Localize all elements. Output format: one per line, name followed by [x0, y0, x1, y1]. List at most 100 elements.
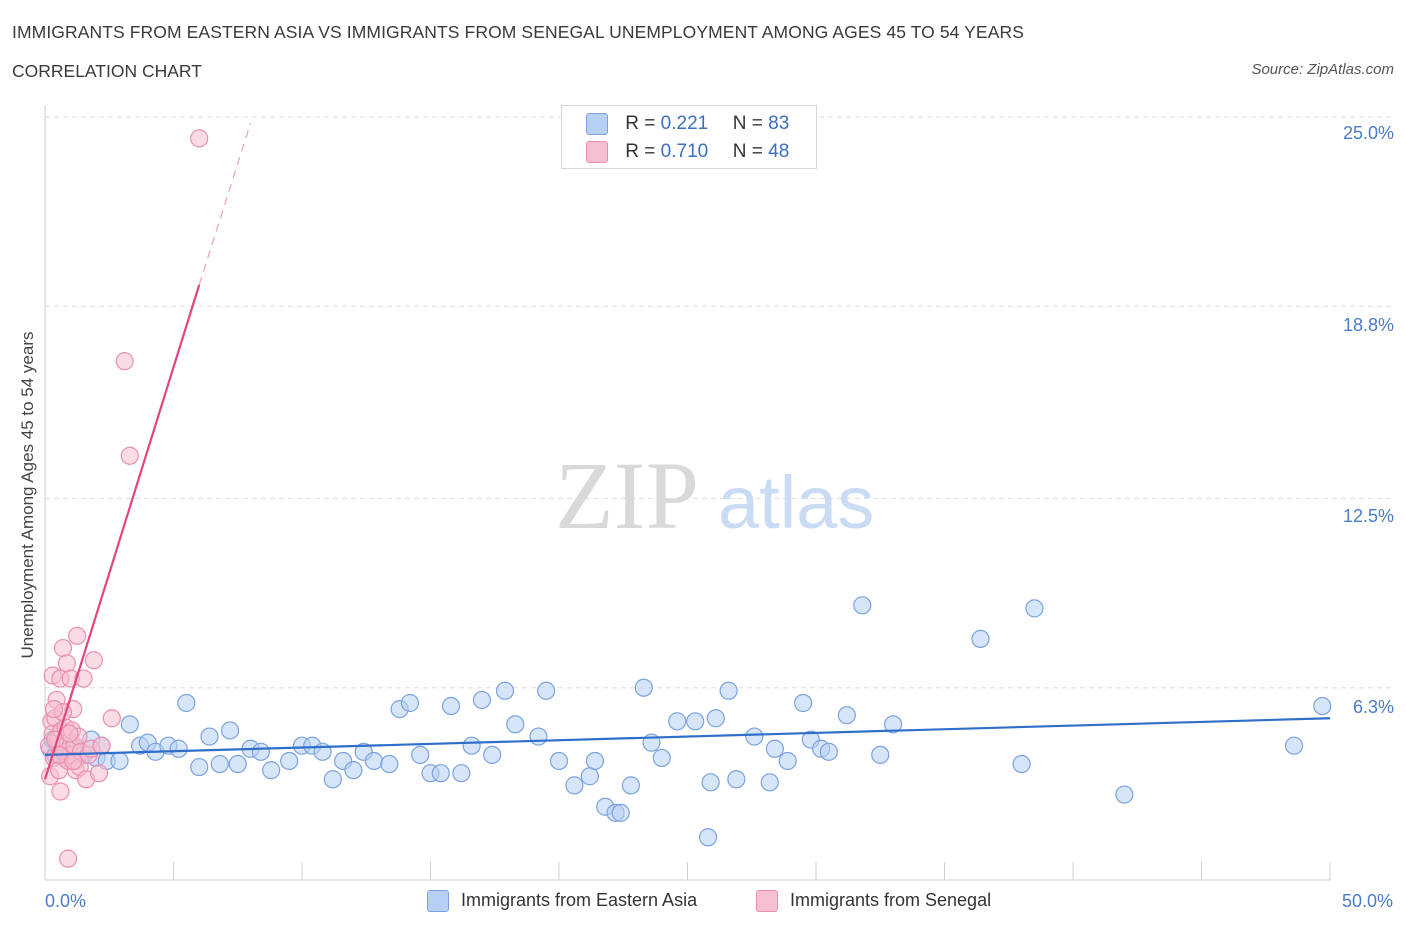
eastern-asia-point [1025, 599, 1044, 618]
senegal-point [102, 709, 121, 728]
eastern-asia-point [472, 690, 491, 710]
eastern-asia-point [819, 742, 838, 761]
bottom-legend-eastern-asia: Immigrants from Eastern Asia [427, 890, 698, 913]
x-tick-label-min: 0.0% [45, 891, 87, 911]
eastern-asia-point [1313, 696, 1332, 716]
eastern-asia-point [698, 828, 718, 847]
eastern-asia-point [177, 693, 196, 713]
eastern-asia-point [380, 754, 399, 774]
senegal-trend-line [43, 284, 201, 780]
eastern-asia-point [760, 773, 779, 792]
watermark-atlas: atlas [718, 461, 874, 544]
eastern-asia-point [565, 776, 584, 795]
legend-row-senegal: R = 0.710 N = 48 [586, 141, 789, 165]
eastern-asia-point [837, 706, 856, 725]
senegal-point [53, 638, 73, 658]
bottom-legend-senegal: Immigrants from Senegal [756, 890, 991, 913]
pink-swatch-icon [756, 890, 778, 913]
eastern-asia-trend-line [44, 717, 1331, 756]
y-axis-label: Unemployment Among Ages 45 to 54 years [18, 331, 37, 659]
y-tick-label: 12.5% [1342, 506, 1394, 526]
legend-n-label: N = [732, 113, 763, 135]
eastern-asia-point [220, 721, 240, 740]
eastern-asia-point [701, 773, 720, 792]
correlation-legend: R = 0.221 N = 83 R = 0.710 N = 48 [561, 105, 817, 169]
eastern-asia-point [228, 754, 247, 774]
legend-r-value: 0.710 [660, 141, 709, 163]
watermark: ZIP atlas [555, 442, 874, 549]
eastern-asia-point [853, 596, 872, 615]
eastern-asia-point [611, 803, 630, 822]
eastern-asia-point [411, 745, 430, 764]
blue-swatch-icon [586, 113, 608, 135]
gridlines [45, 116, 1395, 689]
y-tick-label: 25.0% [1342, 123, 1394, 143]
watermark-zip: ZIP [555, 442, 699, 549]
eastern-asia-point [262, 761, 281, 780]
eastern-asia-point [462, 736, 481, 755]
eastern-asia-point [120, 715, 139, 734]
legend-r-value: 0.221 [660, 113, 709, 135]
eastern-asia-point [1115, 785, 1134, 804]
legend-n-value: 83 [768, 113, 790, 135]
senegal-point [115, 352, 134, 371]
eastern-asia-point [400, 693, 420, 713]
eastern-asia-point [686, 712, 705, 731]
source-credit: Source: ZipAtlas.com [1251, 61, 1394, 78]
eastern-asia-point [1012, 754, 1031, 774]
eastern-asia-point [537, 681, 556, 700]
pink-swatch-icon [586, 141, 608, 163]
eastern-asia-point [634, 678, 653, 697]
eastern-asia-point [110, 751, 129, 771]
eastern-asia-point [706, 709, 725, 728]
chart-subtitle: CORRELATION CHART [12, 61, 202, 81]
eastern-asia-point [495, 681, 515, 700]
senegal-point [60, 724, 79, 743]
eastern-asia-point [441, 696, 461, 716]
senegal-point [92, 736, 111, 755]
senegal-point [120, 446, 139, 465]
eastern-asia-point [765, 739, 784, 758]
eastern-asia-point [794, 693, 813, 713]
eastern-asia-point [169, 739, 188, 758]
legend-n-value: 48 [768, 141, 790, 163]
senegal-point [89, 764, 109, 783]
eastern-asia-point [871, 745, 890, 764]
eastern-asia-point [580, 767, 599, 786]
eastern-asia-point [506, 715, 525, 734]
senegal-point [57, 654, 76, 673]
eastern-asia-point [364, 751, 384, 771]
eastern-asia-point [719, 681, 738, 700]
legend-r-label: R = [625, 113, 656, 135]
eastern-asia-point [585, 751, 605, 771]
eastern-asia-point [778, 751, 797, 771]
eastern-asia-point [668, 712, 687, 731]
eastern-asia-point [280, 751, 299, 771]
eastern-asia-point [200, 727, 219, 746]
senegal-point [51, 782, 70, 801]
senegal-point [190, 129, 209, 148]
senegal-trend-extension [198, 122, 252, 286]
eastern-asia-point [529, 727, 548, 746]
eastern-asia-point [745, 727, 764, 746]
senegal-point [84, 651, 103, 670]
y-tick-label: 18.8% [1342, 315, 1394, 335]
eastern-asia-point [549, 751, 569, 771]
chart-title: IMMIGRANTS FROM EASTERN ASIA VS IMMIGRAN… [12, 22, 1024, 42]
y-tick-label: 6.3% [1352, 697, 1394, 717]
eastern-asia-point [190, 757, 209, 777]
bottom-legend-label: Immigrants from Eastern Asia [461, 890, 698, 910]
eastern-asia-point [431, 764, 450, 783]
senegal-point [68, 626, 87, 645]
legend-r-label: R = [625, 141, 656, 163]
eastern-asia-point [1284, 736, 1304, 755]
eastern-asia-point [483, 745, 502, 764]
eastern-asia-point [452, 764, 471, 783]
eastern-asia-point [323, 770, 342, 789]
trend-lines [43, 122, 1331, 780]
legend-n-label: N = [732, 141, 763, 163]
legend-row-eastern-asia: R = 0.221 N = 83 [586, 113, 789, 137]
senegal-point [44, 699, 64, 719]
eastern-asia-point [210, 754, 229, 774]
